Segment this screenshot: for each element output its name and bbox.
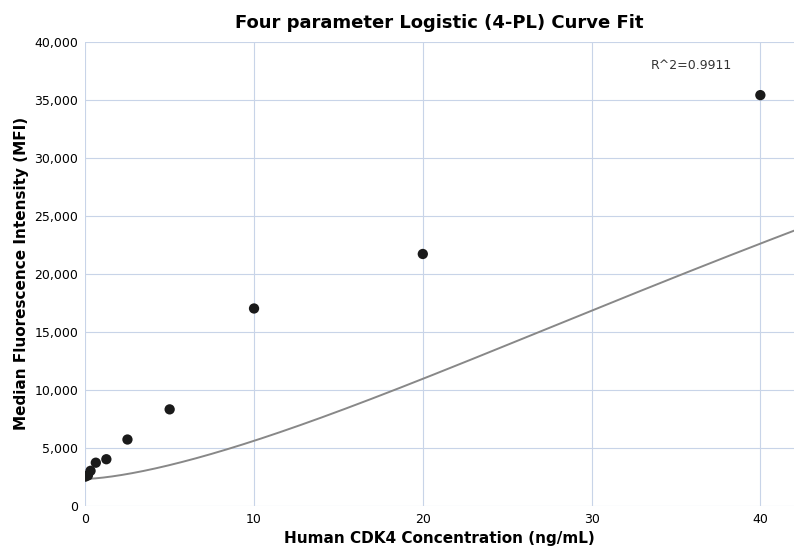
Point [121, 435, 134, 444]
Point [82, 471, 95, 480]
Point [90, 458, 103, 467]
Title: Four parameter Logistic (4-PL) Curve Fit: Four parameter Logistic (4-PL) Curve Fit [235, 14, 644, 32]
Point [247, 304, 260, 313]
Point [100, 455, 113, 464]
Point [79, 472, 92, 481]
Point [416, 250, 429, 259]
Point [84, 466, 97, 475]
X-axis label: Human CDK4 Concentration (ng/mL): Human CDK4 Concentration (ng/mL) [284, 531, 595, 546]
Point [163, 405, 176, 414]
Point [754, 91, 767, 100]
Text: R^2=0.9911: R^2=0.9911 [650, 59, 732, 72]
Y-axis label: Median Fluorescence Intensity (MFI): Median Fluorescence Intensity (MFI) [14, 117, 29, 430]
